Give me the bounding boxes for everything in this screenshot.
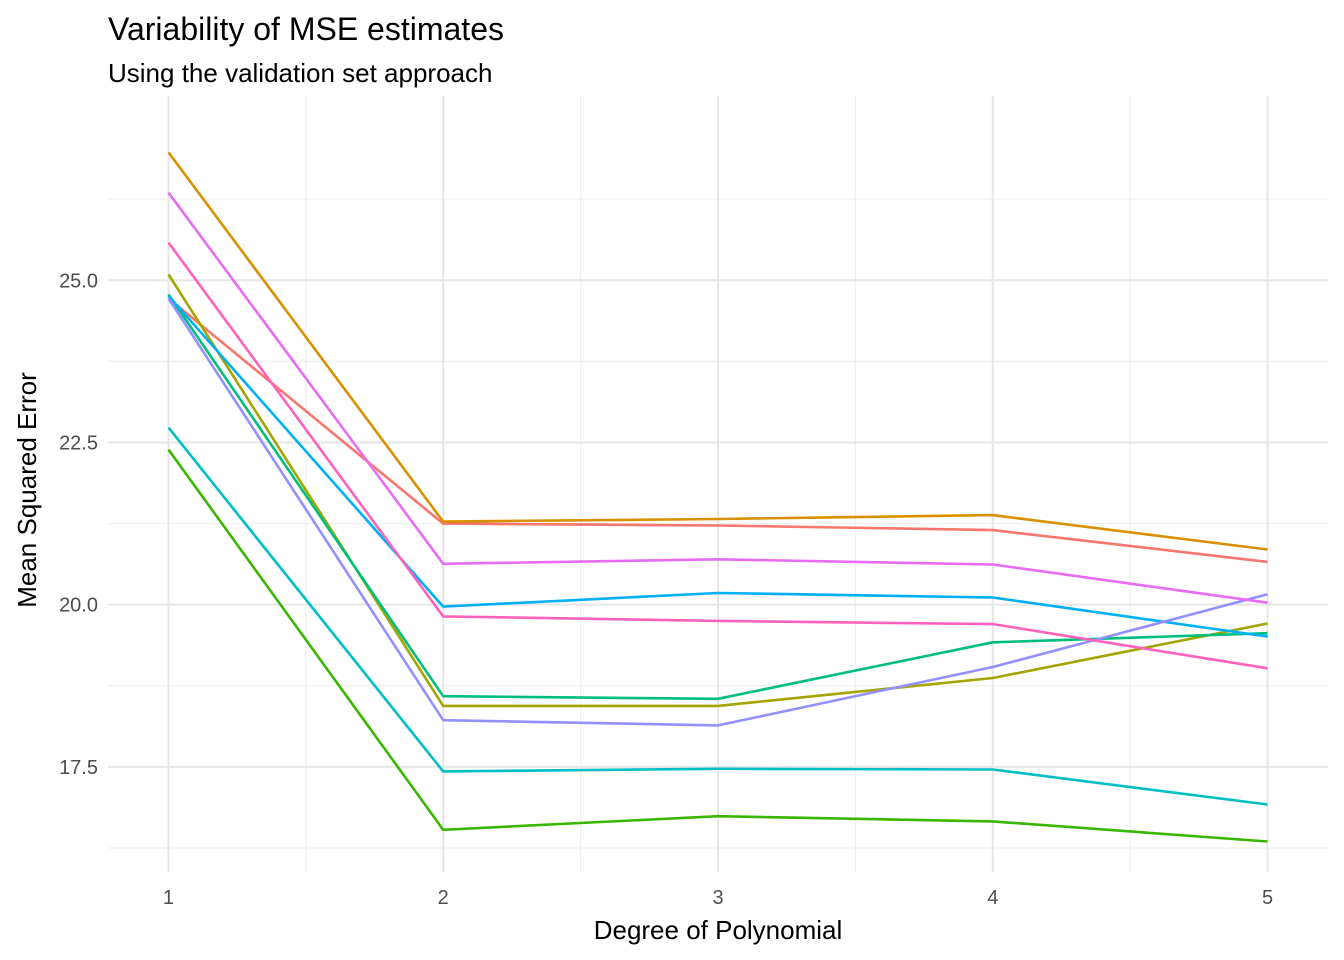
x-tick-label: 1 bbox=[163, 887, 174, 909]
x-tick-label: 2 bbox=[438, 887, 449, 909]
x-tick-label: 5 bbox=[1262, 887, 1273, 909]
x-axis: 1 2 3 4 5 bbox=[163, 887, 1273, 909]
y-tick-label: 20.0 bbox=[59, 595, 98, 617]
chart-subtitle: Using the validation set approach bbox=[108, 58, 492, 88]
series-line-6 bbox=[167, 426, 1268, 806]
series-line-9 bbox=[167, 191, 1268, 604]
y-tick-label: 17.5 bbox=[59, 757, 98, 779]
series-line-8 bbox=[167, 297, 1268, 727]
x-tick-label: 4 bbox=[987, 887, 998, 909]
y-tick-label: 25.0 bbox=[59, 270, 98, 292]
series-line-2 bbox=[167, 151, 1268, 551]
series-line-1 bbox=[167, 297, 1268, 564]
x-axis-title: Degree of Polynomial bbox=[594, 915, 843, 945]
series-layer bbox=[167, 151, 1268, 843]
y-tick-label: 22.5 bbox=[59, 432, 98, 454]
chart-title: Variability of MSE estimates bbox=[108, 11, 504, 47]
y-axis: 17.5 20.0 22.5 25.0 bbox=[59, 270, 98, 779]
series-line-10 bbox=[167, 241, 1268, 670]
y-axis-title: Mean Squared Error bbox=[12, 372, 42, 608]
series-line-7 bbox=[167, 294, 1268, 638]
series-line-4 bbox=[167, 448, 1268, 843]
plot-panel bbox=[108, 96, 1328, 872]
x-tick-label: 3 bbox=[712, 887, 723, 909]
grid-layer bbox=[108, 96, 1328, 872]
